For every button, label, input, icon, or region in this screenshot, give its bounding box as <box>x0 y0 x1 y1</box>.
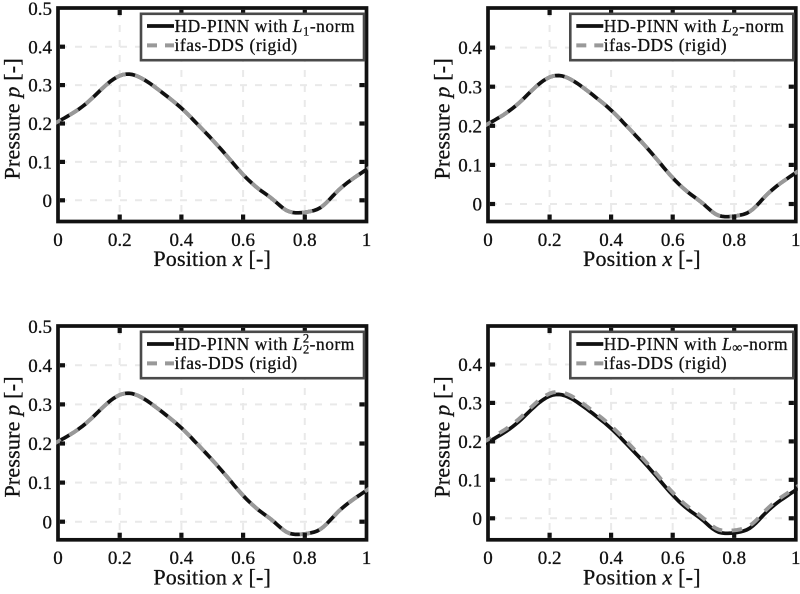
svg-text:0.4: 0.4 <box>458 355 482 376</box>
svg-text:0.4: 0.4 <box>28 356 52 377</box>
svg-text:1: 1 <box>791 548 800 569</box>
svg-text:0: 0 <box>53 230 63 251</box>
svg-text:0.3: 0.3 <box>28 395 52 416</box>
svg-text:0: 0 <box>43 191 53 212</box>
svg-text:1: 1 <box>362 548 372 569</box>
svg-text:HD-PINN with L1-norm: HD-PINN with L1-norm <box>175 16 356 39</box>
svg-text:0.6: 0.6 <box>661 548 685 569</box>
svg-text:0.3: 0.3 <box>458 77 482 98</box>
svg-text:0.4: 0.4 <box>170 548 194 569</box>
svg-text:Pressure p [-]: Pressure p [-] <box>430 376 455 497</box>
svg-text:0.2: 0.2 <box>108 548 132 569</box>
svg-text:0: 0 <box>53 548 63 569</box>
svg-text:0.2: 0.2 <box>538 230 562 251</box>
svg-text:0.2: 0.2 <box>108 230 132 251</box>
svg-text:Position x [-]: Position x [-] <box>583 246 701 271</box>
svg-text:0.2: 0.2 <box>28 114 52 135</box>
svg-text:0.3: 0.3 <box>458 394 482 415</box>
svg-text:0.1: 0.1 <box>458 156 482 177</box>
svg-text:0.6: 0.6 <box>231 548 255 569</box>
svg-text:0: 0 <box>483 230 493 251</box>
svg-text:0: 0 <box>473 509 483 530</box>
svg-text:0.5: 0.5 <box>28 317 52 338</box>
svg-text:Pressure p [-]: Pressure p [-] <box>0 376 25 497</box>
svg-text:Pressure p [-]: Pressure p [-] <box>430 58 455 179</box>
svg-text:Pressure p [-]: Pressure p [-] <box>0 58 25 179</box>
svg-text:0.4: 0.4 <box>28 37 52 58</box>
svg-text:ifas-DDS (rigid): ifas-DDS (rigid) <box>604 35 727 55</box>
svg-text:0.4: 0.4 <box>170 230 194 251</box>
svg-text:Position x [-]: Position x [-] <box>583 564 701 589</box>
svg-text:0.2: 0.2 <box>28 434 52 455</box>
svg-text:0.6: 0.6 <box>231 230 255 251</box>
svg-text:0.8: 0.8 <box>722 230 746 251</box>
svg-text:0.8: 0.8 <box>293 230 317 251</box>
svg-text:0.4: 0.4 <box>599 230 623 251</box>
svg-text:0: 0 <box>483 548 493 569</box>
svg-text:ifas-DDS (rigid): ifas-DDS (rigid) <box>175 353 298 373</box>
svg-text:0.5: 0.5 <box>28 0 52 20</box>
svg-text:0.6: 0.6 <box>661 230 685 251</box>
svg-text:0.4: 0.4 <box>599 548 623 569</box>
svg-text:0.3: 0.3 <box>28 76 52 97</box>
svg-text:0.2: 0.2 <box>458 432 482 453</box>
svg-text:HD-PINN with L2-norm: HD-PINN with L2-norm <box>604 16 785 39</box>
svg-text:1: 1 <box>791 230 800 251</box>
svg-text:0.2: 0.2 <box>538 548 562 569</box>
svg-text:0.4: 0.4 <box>458 38 482 59</box>
svg-text:ifas-DDS (rigid): ifas-DDS (rigid) <box>604 353 727 373</box>
svg-text:0: 0 <box>43 512 53 533</box>
svg-text:0.8: 0.8 <box>293 548 317 569</box>
svg-text:0.1: 0.1 <box>28 153 52 174</box>
svg-text:0.1: 0.1 <box>28 473 52 494</box>
svg-text:Position x [-]: Position x [-] <box>153 246 271 271</box>
svg-text:1: 1 <box>362 230 372 251</box>
svg-text:0.8: 0.8 <box>722 548 746 569</box>
svg-text:Position x [-]: Position x [-] <box>153 564 271 589</box>
svg-text:HD-PINN with L22-norm: HD-PINN with L22-norm <box>175 331 355 356</box>
svg-text:ifas-DDS (rigid): ifas-DDS (rigid) <box>175 35 298 55</box>
svg-text:0: 0 <box>473 195 483 216</box>
svg-text:0.2: 0.2 <box>458 116 482 137</box>
svg-text:0.1: 0.1 <box>458 470 482 491</box>
